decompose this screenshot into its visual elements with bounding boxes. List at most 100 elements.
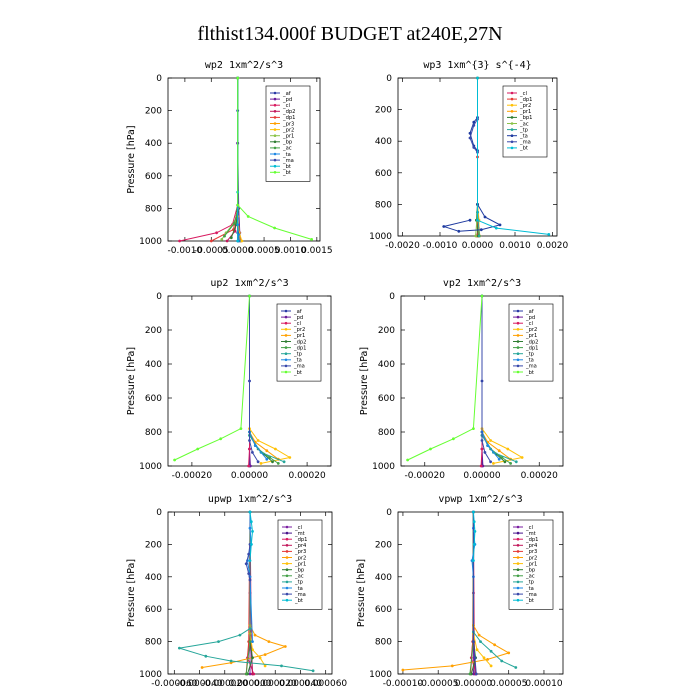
legend-entry: _pr2 (282, 127, 294, 133)
legend-entry: _ac (294, 574, 304, 580)
data-point (204, 654, 208, 658)
legend-marker (285, 598, 289, 602)
legend-box (265, 85, 311, 182)
legend-marker (516, 580, 520, 584)
data-point (265, 449, 269, 453)
data-point (251, 640, 254, 643)
panel-title: wp2 1xm^2/s^3 (205, 60, 283, 71)
legend-marker (516, 562, 520, 565)
series-line (402, 512, 510, 671)
legend-marker (516, 568, 520, 571)
legend-marker (510, 97, 514, 101)
data-point (268, 456, 272, 459)
legend-entry: _ac (525, 574, 535, 580)
y-tick-label: 200 (375, 106, 392, 116)
data-point (480, 439, 484, 442)
data-point (248, 627, 252, 630)
data-point (468, 218, 472, 222)
legend-marker (516, 574, 520, 578)
legend-entry: _dp2 (282, 109, 295, 115)
y-axis-label: Pressure [hPa] (126, 125, 137, 193)
data-point (200, 666, 204, 669)
data-point (472, 146, 476, 149)
data-point (476, 76, 479, 80)
y-tick-label: 600 (375, 605, 392, 615)
legend-entry: _ac (282, 146, 292, 152)
data-point (472, 124, 476, 127)
chart-panel: wp2 1xm^2/s^3 0 200 400 600 800 1000 -0.0010-0.… (126, 60, 333, 256)
data-point (196, 447, 200, 451)
data-point (520, 456, 524, 459)
data-point (486, 444, 490, 447)
y-tick-label: 0 (156, 292, 162, 302)
legend-entry: _pr2 (293, 327, 305, 333)
data-point (251, 672, 254, 676)
legend-marker (285, 537, 289, 541)
legend-entry: _pr1 (519, 109, 531, 115)
legend-marker (284, 352, 288, 356)
data-point (468, 672, 472, 676)
legend-entry: _cl (525, 321, 533, 327)
y-tick-label: 200 (145, 107, 162, 117)
legend-entry: _tp (293, 352, 303, 358)
legend-entry: _ta (293, 358, 302, 364)
series-line (407, 295, 483, 461)
legend-entry: _mt (294, 531, 305, 537)
data-point (209, 239, 213, 243)
legend-entry: _ma (525, 364, 537, 370)
x-tick-label: 0.00000 (463, 471, 500, 481)
figure-title: flthist134.000f BUDGET at240E,27N (197, 23, 502, 45)
legend-entry: _cl (293, 321, 301, 327)
data-point (248, 672, 252, 676)
legend-entry: _pr1 (525, 561, 537, 567)
legend-entry: _cl (294, 525, 302, 531)
legend-marker (510, 128, 514, 131)
legend-entry: _af (525, 309, 534, 315)
legend-marker (285, 562, 289, 565)
data-point (248, 526, 252, 530)
y-tick-label: 1000 (139, 462, 162, 472)
data-point (219, 437, 223, 441)
legend-marker (284, 358, 288, 362)
data-point (251, 656, 254, 660)
data-point (225, 239, 229, 243)
legend-marker (273, 110, 277, 113)
data-point (273, 226, 276, 230)
legend-marker (510, 146, 514, 150)
data-point (472, 640, 475, 643)
legend-entry: _ta (525, 586, 534, 592)
series-line (249, 296, 279, 464)
data-point (514, 460, 518, 464)
legend-marker (273, 116, 277, 119)
data-point (450, 664, 454, 668)
x-tick-label: 0.0005 (248, 246, 280, 256)
x-tick-label: 0.0010 (275, 246, 307, 256)
legend-marker (516, 550, 520, 553)
data-point (478, 234, 481, 238)
legend-marker (273, 134, 277, 137)
legend-entry: _ta (294, 586, 303, 592)
data-point (476, 218, 479, 222)
data-point (489, 649, 493, 653)
y-tick-label: 0 (389, 292, 395, 302)
y-axis-label: Pressure [hPa] (126, 559, 137, 627)
data-point (247, 464, 251, 468)
data-point (497, 457, 501, 461)
x-tick-label: 0.00000 (231, 471, 268, 481)
data-point (489, 460, 492, 464)
y-tick-label: 200 (378, 326, 395, 336)
data-point (283, 645, 287, 648)
y-tick-label: 600 (378, 394, 395, 404)
legend-marker (516, 321, 520, 325)
legend-marker (273, 140, 277, 144)
legend-entry: _dp1 (293, 345, 306, 351)
data-point (238, 633, 242, 637)
data-point (258, 656, 262, 660)
legend-marker (285, 525, 289, 529)
series-line (174, 295, 250, 461)
data-point (229, 236, 233, 240)
data-point (479, 228, 483, 232)
legend-marker (285, 556, 289, 559)
data-point (247, 572, 251, 575)
y-tick-label: 400 (378, 360, 395, 370)
